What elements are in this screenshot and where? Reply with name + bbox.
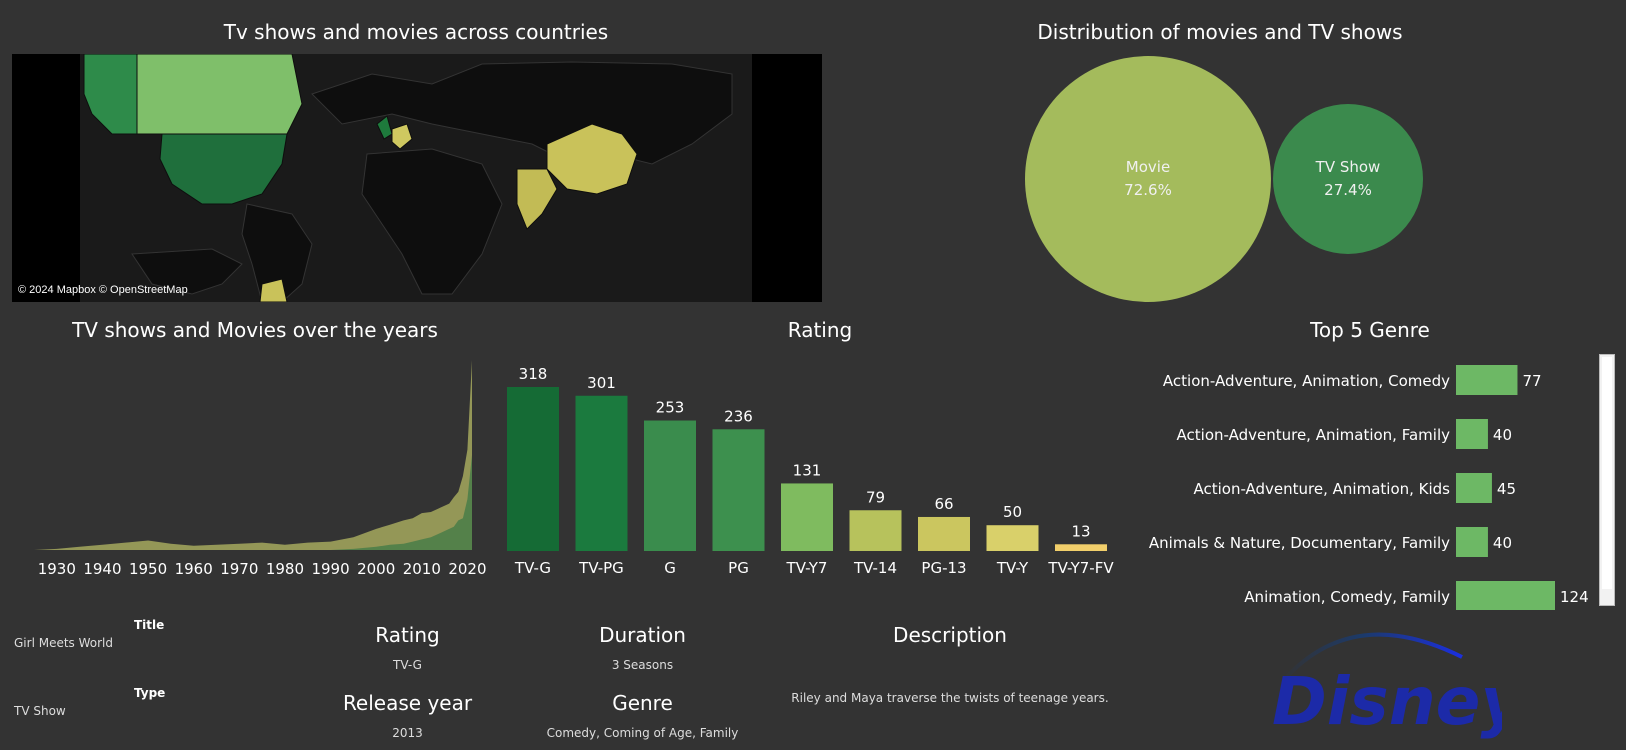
tvshow-label: TV Show (1315, 158, 1381, 176)
genre-category-label: Action-Adventure, Animation, Kids (1193, 480, 1450, 498)
rating-bar[interactable] (986, 525, 1039, 551)
disney-plus-logo: Disney+ (1272, 632, 1502, 740)
genre-value-label: 40 (1493, 534, 1512, 552)
genre-bar[interactable] (1456, 581, 1555, 610)
rating-value-label: 50 (1003, 503, 1022, 521)
rating-category-label: PG-13 (921, 559, 966, 577)
rating-category-label: TV-Y7 (786, 559, 828, 577)
description-value: Riley and Maya traverse the twists of te… (791, 691, 1109, 705)
rating-bar[interactable] (712, 429, 765, 551)
release-value: 2013 (392, 726, 423, 740)
china-region[interactable] (546, 123, 638, 195)
genre-category-label: Animals & Nature, Documentary, Family (1149, 534, 1450, 552)
years-chart[interactable]: 1930 1940 1950 1960 1970 1980 1990 2000 2010 2020 (20, 355, 490, 585)
rating-bar[interactable] (781, 483, 833, 551)
genre-bar[interactable] (1456, 419, 1488, 449)
rating-category-label: TV-Y (996, 559, 1029, 577)
genre-scrollbar[interactable] (1599, 354, 1615, 606)
map-title: Tv shows and movies across countries (223, 20, 609, 44)
rating-value-label: 79 (866, 488, 885, 506)
rating-value-label: 236 (724, 407, 753, 425)
genre-category-label: Animation, Comedy, Family (1244, 588, 1450, 606)
rating-category-label: TV-PG (578, 559, 624, 577)
movie-bubble[interactable] (1025, 56, 1271, 302)
africa-land (361, 148, 503, 295)
france-region[interactable] (391, 123, 413, 150)
distribution-bubbles (1025, 56, 1423, 302)
rating-bar[interactable] (507, 387, 559, 551)
rating-value-label: 318 (519, 365, 548, 383)
genre-value: Comedy, Coming of Age, Family (546, 726, 739, 740)
year-tick-label: 1930 (38, 560, 76, 578)
type-value: TV Show (14, 704, 66, 718)
rating-category-label: PG (728, 559, 749, 577)
distribution-title: Distribution of movies and TV shows (1037, 20, 1403, 44)
united-states-region[interactable] (159, 133, 288, 205)
rating-value-label: 301 (587, 374, 616, 392)
year-tick-label: 1970 (220, 560, 258, 578)
year-tick-label: 2020 (448, 560, 486, 578)
release-heading: Release year (342, 691, 473, 715)
year-tick-label: 2010 (403, 560, 441, 578)
rating-value-label: 66 (934, 495, 953, 513)
rating-value: TV-G (393, 658, 422, 672)
rating-value-label: 13 (1071, 522, 1090, 540)
genre-bar[interactable] (1456, 365, 1518, 395)
eurasia-land (311, 61, 733, 165)
year-tick-label: 2000 (357, 560, 395, 578)
logo-arc (1280, 632, 1463, 684)
tvshow-bubble[interactable] (1273, 104, 1423, 254)
map-attribution[interactable]: © 2024 Mapbox © OpenStreetMap (18, 284, 188, 296)
years-title: TV shows and Movies over the years (72, 318, 438, 342)
world-map[interactable]: © 2024 Mapbox © OpenStreetMap (12, 53, 822, 303)
rating-bar[interactable] (849, 510, 902, 551)
tvshow-percent: 27.4% (1324, 181, 1372, 199)
movie-percent: 72.6% (1124, 181, 1172, 199)
rating-bar[interactable] (644, 420, 696, 551)
rating-chart[interactable]: 318 TV-G 301 TV-PG 253 G 236 PG 131 TV-Y7 79 TV-14 6… (500, 355, 1145, 585)
genre-category-label: Action-Adventure, Animation, Family (1177, 426, 1451, 444)
rating-value-label: 253 (656, 399, 685, 417)
genre-value-label: 40 (1493, 426, 1512, 444)
rating-category-label: TV-14 (853, 559, 897, 577)
central-america-land (131, 248, 243, 295)
year-tick-label: 1950 (129, 560, 167, 578)
genre-bar[interactable] (1456, 527, 1488, 557)
genre-value-label: 45 (1497, 480, 1516, 498)
year-tick-label: 1960 (175, 560, 213, 578)
duration-value: 3 Seasons (611, 658, 674, 672)
title-label: Title (134, 618, 165, 632)
rating-category-label: G (664, 559, 676, 577)
type-label: Type (134, 686, 166, 700)
year-tick-label: 1980 (266, 560, 304, 578)
description-heading: Description (893, 623, 1007, 647)
map-svg (80, 53, 752, 303)
genre-bar[interactable] (1456, 473, 1492, 503)
duration-heading: Duration (599, 623, 686, 647)
genre-category-label: Action-Adventure, Animation, Comedy (1163, 372, 1450, 390)
rating-title: Rating (787, 318, 853, 342)
rating-category-label: TV-Y7-FV (1047, 559, 1114, 577)
rating-heading: Rating (375, 623, 440, 647)
genre-heading: Genre (612, 691, 673, 715)
area-series-tv-show[interactable] (34, 455, 472, 550)
india-region[interactable] (516, 168, 558, 230)
area-series-movie[interactable] (34, 360, 472, 550)
rating-bar[interactable] (1055, 544, 1107, 551)
genre-chart[interactable]: Action-Adventure, Animation, Comedy 77 Act… (1140, 355, 1600, 610)
genre-title: Top 5 Genre (1310, 318, 1430, 342)
scrollbar-thumb[interactable] (1602, 357, 1612, 589)
genre-value-label: 77 (1522, 372, 1541, 390)
year-tick-label: 1940 (83, 560, 121, 578)
title-value: Girl Meets World (14, 636, 113, 650)
rating-category-label: TV-G (514, 559, 551, 577)
rating-bar[interactable] (918, 516, 970, 551)
movie-label: Movie (1125, 158, 1171, 176)
rating-bar[interactable] (575, 395, 628, 551)
canada-region[interactable] (136, 53, 303, 135)
year-tick-label: 1990 (311, 560, 349, 578)
rating-value-label: 131 (793, 461, 822, 479)
logo-wordmark: Disney+ (1272, 663, 1502, 740)
genre-value-label: 124 (1560, 588, 1589, 606)
